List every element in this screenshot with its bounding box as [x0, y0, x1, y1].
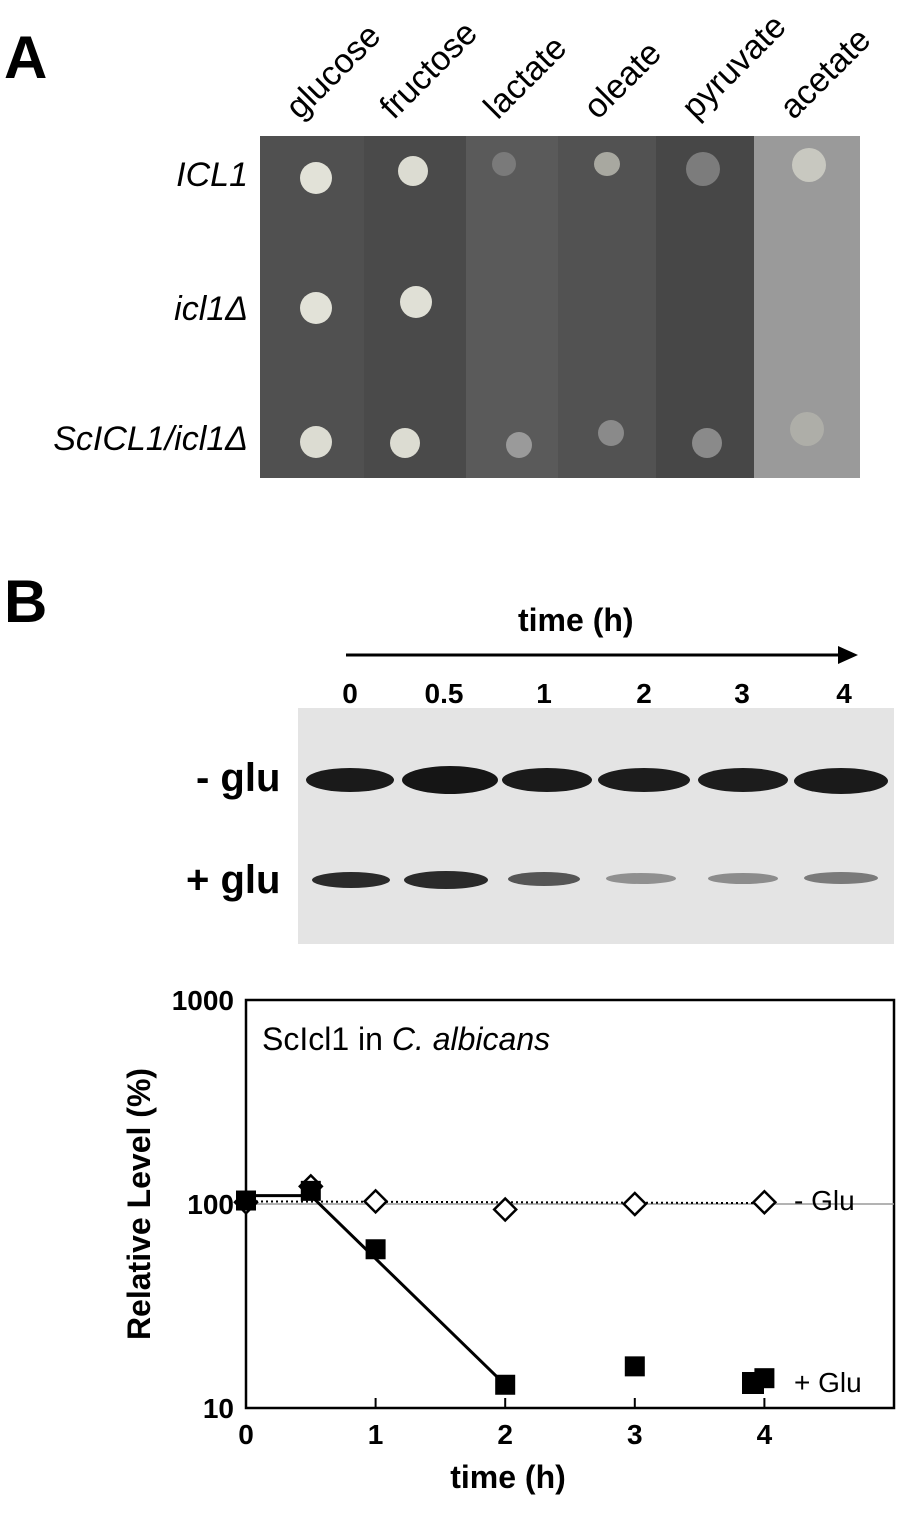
blot-band — [306, 768, 394, 792]
blot-band — [606, 873, 676, 884]
colony — [300, 292, 332, 324]
y-tick-label: 1000 — [172, 985, 234, 1016]
chart-annotation-italic: C. albicans — [392, 1021, 550, 1057]
colony — [686, 152, 720, 186]
data-point-minus-glu — [492, 1196, 518, 1223]
blot-band — [804, 872, 878, 884]
lane-label: 4 — [836, 678, 852, 709]
media-label-pyruvate: pyruvate — [674, 7, 794, 127]
lane-label: 2 — [636, 678, 652, 709]
media-label-lactate: lactate — [476, 28, 575, 127]
legend-plus-glu: + Glu — [794, 1367, 862, 1398]
plate-fructose — [364, 136, 466, 478]
blot-band — [402, 766, 498, 794]
x-tick-label: 0 — [238, 1419, 254, 1450]
time-arrow — [346, 646, 858, 664]
lane-label: 0 — [342, 678, 358, 709]
colony — [300, 426, 332, 458]
colony — [506, 432, 532, 458]
plate-pyruvate — [656, 136, 754, 478]
blot-band — [508, 872, 580, 886]
blot-band — [312, 872, 390, 888]
lane-label: 3 — [734, 678, 750, 709]
colony — [792, 148, 826, 182]
colony — [390, 428, 420, 458]
colony — [400, 286, 432, 318]
colony — [398, 156, 428, 186]
chart-annotation: ScIcl1 in C. albicans — [262, 1021, 550, 1057]
y-tick-label: 100 — [187, 1189, 234, 1220]
y-axis-label: Relative Level (%) — [121, 1068, 157, 1340]
fit-line-minus-glu — [245, 1200, 765, 1205]
chart-annotation-plain: ScIcl1 in — [262, 1021, 392, 1057]
legend-minus-glu: - Glu — [794, 1185, 855, 1216]
x-tick-label: 1 — [368, 1419, 384, 1450]
panel-a-label: A — [4, 24, 48, 91]
lane-label: 1 — [536, 678, 552, 709]
data-point-minus-glu — [622, 1191, 648, 1217]
plate-acetate — [754, 136, 860, 478]
colony — [492, 152, 516, 176]
blot-band — [598, 768, 690, 792]
blot-band — [404, 871, 488, 889]
data-point-plus-glu — [624, 1356, 645, 1377]
x-tick-label: 3 — [627, 1419, 643, 1450]
colony — [692, 428, 722, 458]
strain-label-icl1: ICL1 — [176, 156, 248, 194]
relative-level-chart: 0 1 2 3 4 10 100 1000 ScIcl1 in C. albicans - … — [121, 985, 896, 1495]
western-blot — [298, 708, 894, 944]
panel-b-label: B — [4, 568, 48, 635]
lane-label: 0.5 — [424, 678, 464, 709]
media-label-oleate: oleate — [576, 33, 669, 127]
strain-label-icl1-delta: icl1Δ — [174, 290, 248, 328]
data-point-plus-glu — [365, 1239, 386, 1260]
data-point-plus-glu — [300, 1180, 321, 1201]
media-label-fructose: fructose — [372, 13, 485, 127]
data-point-minus-glu — [362, 1188, 389, 1215]
blot-band — [708, 873, 778, 884]
strain-label-scicl1-icl1-delta: ScICL1/icl1Δ — [53, 420, 248, 458]
fit-line-plus-glu — [246, 1194, 507, 1386]
x-tick-label: 4 — [757, 1419, 773, 1450]
colony — [300, 162, 332, 194]
data-point-plus-glu — [236, 1190, 256, 1211]
blot-band — [698, 768, 788, 792]
blot-time-title: time (h) — [518, 602, 634, 638]
plate-oleate — [558, 136, 656, 478]
blot-row-label-plus-glu: + glu — [186, 858, 281, 902]
blot-band — [502, 768, 592, 792]
blot-row-label-minus-glu: - glu — [196, 756, 281, 800]
data-point-minus-glu — [751, 1189, 778, 1216]
x-axis-label: time (h) — [450, 1459, 566, 1495]
colony — [598, 420, 624, 446]
y-tick-label: 10 — [203, 1393, 234, 1424]
plate-glucose — [260, 136, 364, 478]
media-label-glucose: glucose — [278, 16, 389, 127]
legend-marker-plus-glu — [742, 1372, 764, 1394]
colony — [594, 152, 620, 176]
plate-lactate — [466, 136, 558, 478]
x-tick-label: 2 — [497, 1419, 513, 1450]
data-point-plus-glu — [495, 1374, 516, 1395]
blot-band — [794, 768, 888, 794]
colony — [790, 412, 824, 446]
